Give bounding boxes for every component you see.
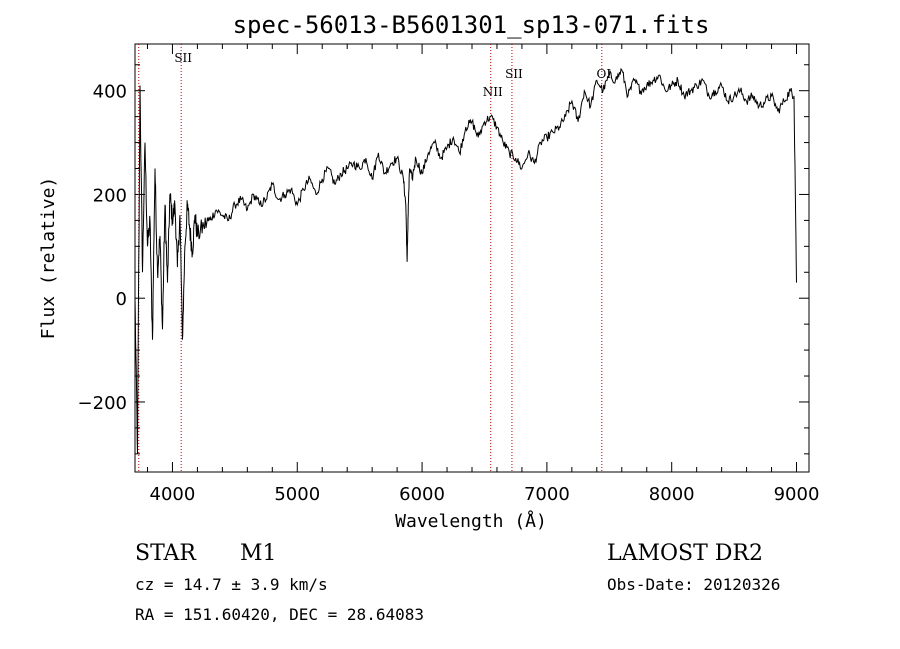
plot-frame	[134, 43, 810, 473]
x-tick-label: 7000	[524, 484, 570, 505]
x-tick-label: 4000	[150, 484, 196, 505]
cz-text: cz = 14.7 ± 3.9 km/s	[135, 575, 328, 594]
spectrum-line	[134, 67, 797, 454]
chart-title: spec-56013-B5601301_sp13-071.fits	[233, 11, 710, 39]
y-axis-label: Flux (relative)	[38, 177, 59, 340]
x-tick-label: 6000	[399, 484, 445, 505]
class-label: STAR	[135, 541, 197, 566]
survey-label: LAMOST DR2	[607, 541, 763, 566]
subclass-label: M1	[240, 541, 277, 566]
x-tick-label: 9000	[774, 484, 820, 505]
line-marker-label: NII	[483, 85, 503, 99]
y-tick-label: 200	[93, 185, 127, 206]
axis-ticks: 4000 5000 6000 7000 8000 9000 −200 0 200 400	[78, 44, 820, 505]
obs-date-text: Obs-Date: 20120326	[607, 575, 780, 594]
coords-text: RA = 151.60420, DEC = 28.64083	[135, 605, 424, 624]
line-marker-label: SII	[174, 51, 192, 65]
line-marker-label: SII	[505, 67, 523, 81]
x-tick-label: 5000	[274, 484, 320, 505]
x-axis-label: Wavelength (Å)	[395, 510, 547, 532]
y-tick-label: 400	[93, 82, 127, 103]
x-tick-label: 8000	[649, 484, 695, 505]
y-tick-label: 0	[116, 289, 127, 310]
y-tick-label: −200	[78, 393, 127, 414]
